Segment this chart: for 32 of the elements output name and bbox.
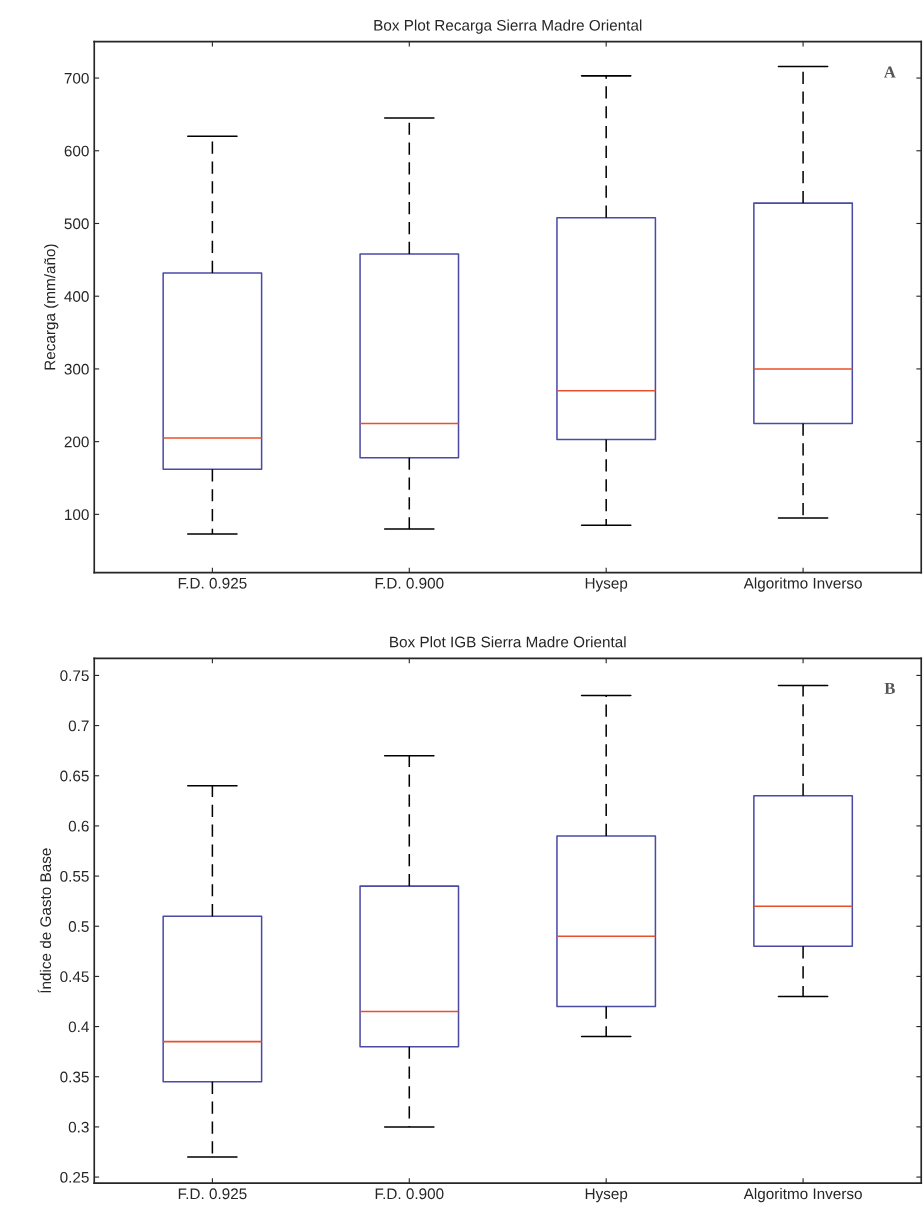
x-tick-label: F.D. 0.925 [178,1188,247,1200]
x-tick-label: F.D. 0.900 [375,1188,444,1200]
y-tick-label: 0.4 [68,1021,89,1033]
y-tick-label: 300 [64,363,89,375]
y-tick-label: 0.6 [68,820,89,832]
y-tick-label: 100 [65,509,89,521]
x-tick-label: Hysep [585,577,628,592]
y-tick-label: 0.55 [60,870,89,882]
y-tick-label: 200 [64,436,89,448]
annotation: B [884,682,895,694]
y-tick-label: 0.3 [68,1121,89,1133]
annotation: A [883,66,896,78]
y-axis-title: Recarga (mm/año) [44,244,59,370]
y-tick-label: 600 [64,145,89,157]
y-tick-label: 0.75 [60,670,89,682]
y-tick-label: 500 [64,218,89,230]
x-tick-label: F.D. 0.925 [178,577,247,589]
x-tick-label: Algoritmo Inverso [743,1187,862,1203]
y-axis-title: Índice de Gasto Base [37,848,52,993]
y-tick-label: 0.7 [68,720,89,732]
chart-title: Box Plot Recarga Sierra Madre Oriental [374,19,642,34]
y-tick-label: 400 [64,291,89,302]
y-tick-label: 0.65 [60,770,89,782]
x-tick-label: F.D. 0.900 [375,577,444,589]
chart-title: Box Plot IGB Sierra Madre Oriental [390,636,626,648]
y-tick-label: 0.35 [60,1071,89,1083]
x-tick-label: Hysep [585,1188,628,1203]
y-tick-label: 0.45 [60,971,89,983]
y-tick-label: 0.5 [68,921,89,932]
y-tick-label: 700 [64,72,89,84]
y-tick-label: 0.25 [60,1171,89,1183]
x-tick-label: Algoritmo Inverso [743,577,862,592]
